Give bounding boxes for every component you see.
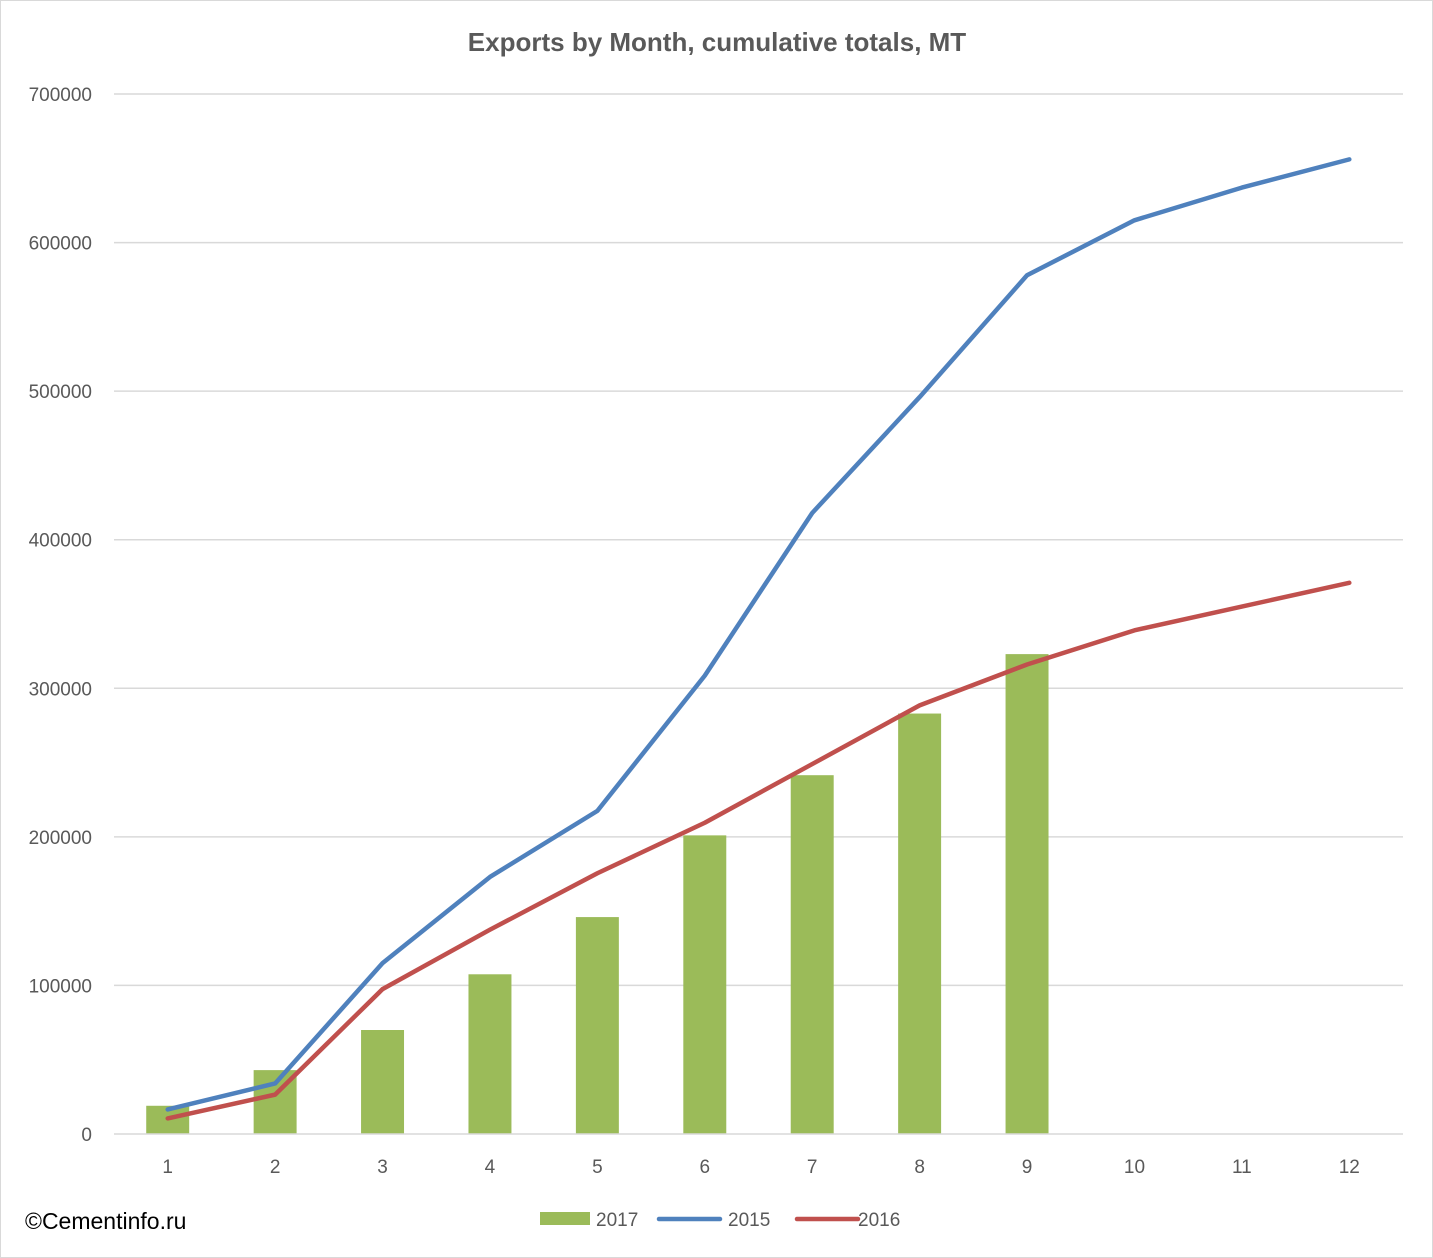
watermark-text: ©Cementinfo.ru [25,1208,186,1234]
x-tick-label: 12 [1339,1157,1360,1178]
y-axis-ticks: 0 100000 200000 300000 400000 500000 600000 700… [29,85,92,1146]
x-tick-label: 2 [270,1157,281,1178]
legend-label-2017: 2017 [596,1210,638,1231]
y-tick-label: 100000 [29,976,92,997]
y-tick-label: 300000 [29,679,92,700]
x-tick-label: 3 [377,1157,388,1178]
bar-2017-3 [361,1030,405,1134]
x-tick-label: 5 [592,1157,603,1178]
x-tick-label: 7 [807,1157,818,1178]
line-series [165,157,1352,1121]
legend-label-2016: 2016 [858,1210,900,1231]
y-tick-label: 500000 [29,382,92,403]
line-2016 [165,580,1352,1121]
y-tick-label: 700000 [29,85,92,106]
y-tick-label: 400000 [29,531,92,552]
x-tick-label: 9 [1022,1157,1033,1178]
bar-2017-9 [1005,654,1049,1134]
bar-2017-4 [468,974,512,1134]
x-tick-label: 6 [700,1157,711,1178]
bar-2017-5 [575,917,619,1134]
y-tick-label: 200000 [29,828,92,849]
y-tick-label: 0 [81,1125,92,1146]
legend-swatch-2017 [540,1212,590,1225]
chart-title: Exports by Month, cumulative totals, MT [468,27,966,57]
bar-2017-7 [790,775,834,1134]
x-tick-label: 4 [485,1157,496,1178]
y-tick-label: 600000 [29,234,92,255]
bar-series [146,654,1049,1134]
legend-label-2015: 2015 [728,1210,770,1231]
x-tick-label: 8 [914,1157,925,1178]
x-tick-label: 1 [162,1157,173,1178]
legend: 2017 2015 2016 [540,1210,900,1231]
line-2015 [165,157,1352,1112]
grid-lines [114,93,1403,987]
x-axis-ticks: 1 2 3 4 5 6 7 8 9 10 11 12 [162,1157,1359,1178]
bar-2017-6 [683,835,727,1134]
x-tick-label: 10 [1124,1157,1145,1178]
x-tick-label: 11 [1232,1157,1252,1178]
bar-2017-8 [898,713,942,1134]
